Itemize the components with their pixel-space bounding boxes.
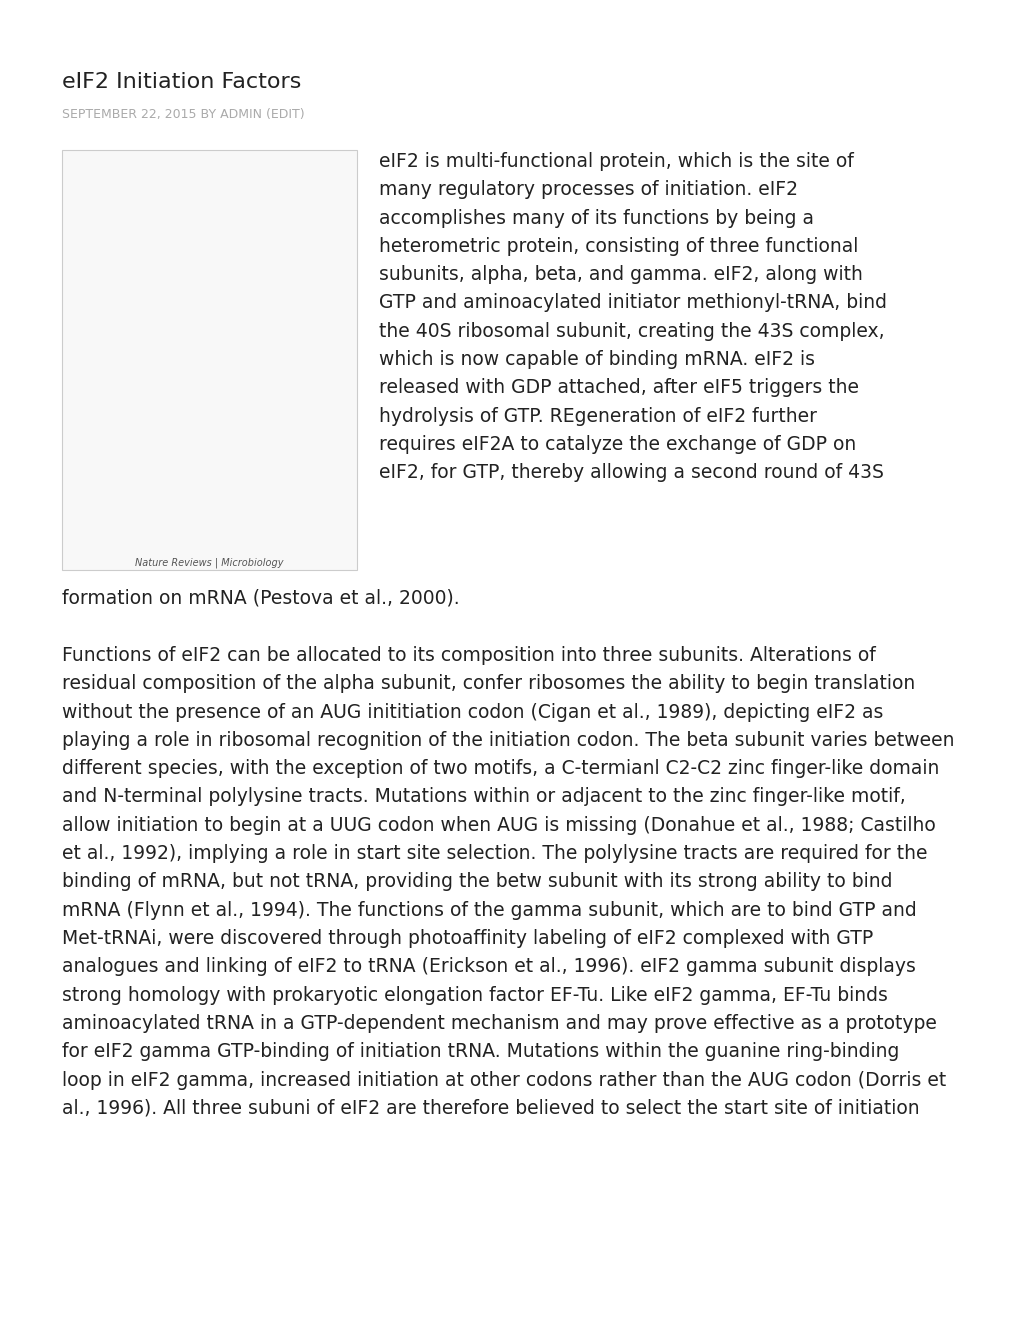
- Text: eIF2 is multi-functional protein, which is the site of
many regulatory processes: eIF2 is multi-functional protein, which …: [379, 152, 887, 482]
- FancyBboxPatch shape: [62, 150, 357, 570]
- Text: Nature Reviews | Microbiology: Nature Reviews | Microbiology: [136, 558, 283, 569]
- Text: eIF2 Initiation Factors: eIF2 Initiation Factors: [62, 73, 301, 92]
- Text: SEPTEMBER 22, 2015 BY ADMIN (EDIT): SEPTEMBER 22, 2015 BY ADMIN (EDIT): [62, 108, 305, 121]
- Text: Functions of eIF2 can be allocated to its composition into three subunits. Alter: Functions of eIF2 can be allocated to it…: [62, 645, 954, 1118]
- Text: formation on mRNA (Pestova et al., 2000).: formation on mRNA (Pestova et al., 2000)…: [62, 587, 460, 607]
